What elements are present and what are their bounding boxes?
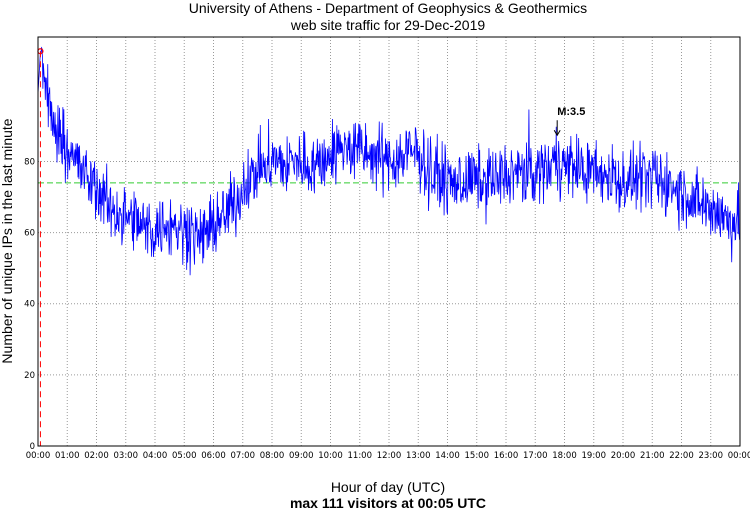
x-tick-label: 00:00 bbox=[26, 451, 51, 461]
x-tick-label: 02:00 bbox=[84, 451, 109, 461]
x-tick-label: 21:00 bbox=[640, 451, 665, 461]
y-tick-label: 0 bbox=[30, 442, 35, 452]
x-tick-label: 08:00 bbox=[260, 451, 285, 461]
x-tick-label: 09:00 bbox=[289, 451, 314, 461]
y-tick-label: 80 bbox=[24, 157, 35, 167]
x-tick-label: 07:00 bbox=[231, 451, 256, 461]
y-tick-label: 40 bbox=[24, 300, 35, 310]
x-tick-label: 14:00 bbox=[435, 451, 460, 461]
annotation-label: M:3.5 bbox=[557, 106, 585, 118]
x-tick-label: 06:00 bbox=[201, 451, 226, 461]
plot-frame bbox=[37, 36, 741, 447]
x-tick-label: 10:00 bbox=[318, 451, 343, 461]
x-tick-label: 00:00 bbox=[728, 451, 750, 461]
x-tick-label: 22:00 bbox=[669, 451, 694, 461]
x-tick-label: 04:00 bbox=[143, 451, 168, 461]
annotation-group: M:3.5 bbox=[553, 106, 585, 137]
x-tick-label: 12:00 bbox=[377, 451, 402, 461]
x-tick-label: 19:00 bbox=[582, 451, 607, 461]
y-tick-label: 60 bbox=[24, 229, 35, 239]
chart-subtitle: web site traffic for 29-Dec-2019 bbox=[290, 17, 485, 33]
x-tick-label: 11:00 bbox=[348, 451, 373, 461]
series-line bbox=[37, 46, 741, 276]
annotation-arrow-head bbox=[553, 129, 561, 137]
y-tick-label: 20 bbox=[24, 371, 35, 381]
x-tick-label: 18:00 bbox=[552, 451, 577, 461]
x-tick-label: 17:00 bbox=[523, 451, 548, 461]
tick-labels: 00:00 01:00 02:00 03:00 04:00 05:00 06:00 07:00… bbox=[24, 157, 750, 461]
x-tick-label: 01:00 bbox=[55, 451, 80, 461]
x-tick-label: 05:00 bbox=[172, 451, 197, 461]
x-tick-label: 15:00 bbox=[465, 451, 490, 461]
series-group bbox=[37, 46, 741, 276]
x-axis-label: Hour of day (UTC) bbox=[331, 479, 445, 495]
x-tick-label: 13:00 bbox=[406, 451, 431, 461]
x-tick-label: 23:00 bbox=[699, 451, 724, 461]
footer-max-visitors: max 111 visitors at 00:05 UTC bbox=[290, 495, 486, 511]
x-tick-label: 03:00 bbox=[114, 451, 139, 461]
y-axis-label: Number of unique IPs in the last minute bbox=[0, 118, 15, 363]
x-tick-label: 16:00 bbox=[494, 451, 519, 461]
x-tick-label: 20:00 bbox=[611, 451, 636, 461]
chart-title: University of Athens - Department of Geo… bbox=[189, 0, 587, 16]
